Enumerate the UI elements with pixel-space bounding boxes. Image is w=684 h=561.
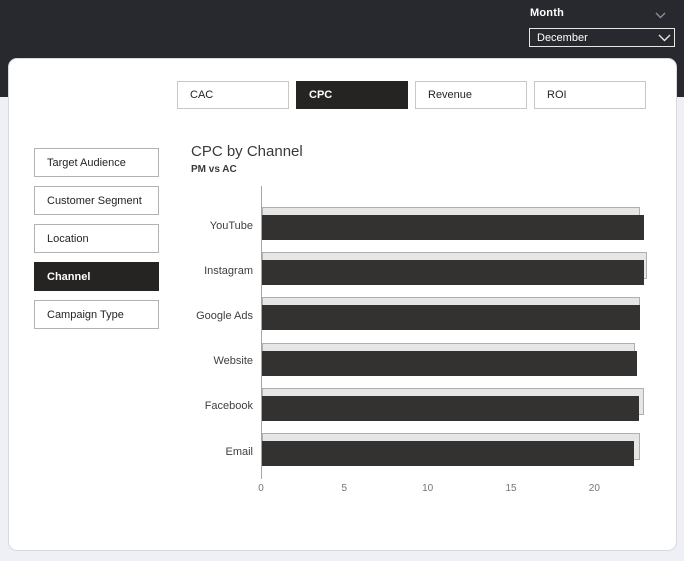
x-axis: 0 5 10 15 20 [9, 483, 678, 497]
category-label: Email [225, 445, 253, 458]
bar-ac[interactable] [262, 350, 637, 376]
category-label: Facebook [204, 400, 253, 413]
x-tick-label: 15 [505, 483, 517, 494]
bar-pm[interactable] [262, 207, 640, 234]
bar-row-website: Website [9, 339, 678, 384]
bar-row-facebook: Facebook [9, 384, 678, 429]
chevron-down-icon [654, 34, 674, 42]
sidebar-item-customer-segment[interactable]: Customer Segment [34, 186, 159, 215]
bar-ac[interactable] [262, 260, 644, 286]
chart-title: CPC by Channel [191, 143, 303, 160]
sidebar-item-channel[interactable]: Channel [34, 262, 159, 291]
bar-ac[interactable] [262, 215, 644, 240]
category-label: Website [213, 355, 253, 368]
category-label: Google Ads [196, 309, 253, 322]
tab-cpc[interactable]: CPC [296, 81, 408, 109]
category-label: Instagram [204, 264, 253, 277]
tab-roi[interactable]: ROI [534, 81, 646, 109]
month-filter-label: Month [530, 7, 564, 19]
tab-cac[interactable]: CAC [177, 81, 289, 109]
x-tick-label: 5 [341, 483, 348, 494]
report-card: CAC CPC Revenue ROI Target Audience Customer… [8, 58, 677, 551]
x-tick-label: 20 [588, 483, 600, 494]
month-dropdown[interactable]: December [529, 28, 675, 47]
month-dropdown-value: December [537, 31, 588, 44]
metric-tabs: CAC CPC Revenue ROI [177, 81, 646, 109]
x-tick-label: 10 [422, 483, 434, 494]
sidebar-item-location[interactable]: Location [34, 224, 159, 253]
dimension-sidebar: Target Audience Customer Segment Location C… [34, 148, 159, 329]
x-tick-label: 0 [258, 483, 264, 494]
sidebar-item-campaign-type[interactable]: Campaign Type [34, 300, 159, 329]
chart-subtitle: PM vs AC [191, 164, 237, 175]
bar-ac[interactable] [262, 441, 634, 466]
sidebar-item-target-audience[interactable]: Target Audience [34, 148, 159, 177]
bar-pm[interactable] [262, 342, 635, 370]
category-label: YouTube [209, 219, 253, 232]
bar-row-email: Email [9, 429, 678, 474]
bar-pm[interactable] [262, 433, 640, 460]
tab-revenue[interactable]: Revenue [415, 81, 527, 109]
bar-pm[interactable] [262, 387, 644, 415]
bar-pm[interactable] [262, 252, 647, 280]
chevron-down-icon[interactable] [652, 9, 668, 21]
y-axis-line [261, 186, 262, 479]
bar-pm[interactable] [262, 297, 640, 325]
bar-ac[interactable] [262, 305, 640, 331]
bar-ac[interactable] [262, 395, 639, 421]
